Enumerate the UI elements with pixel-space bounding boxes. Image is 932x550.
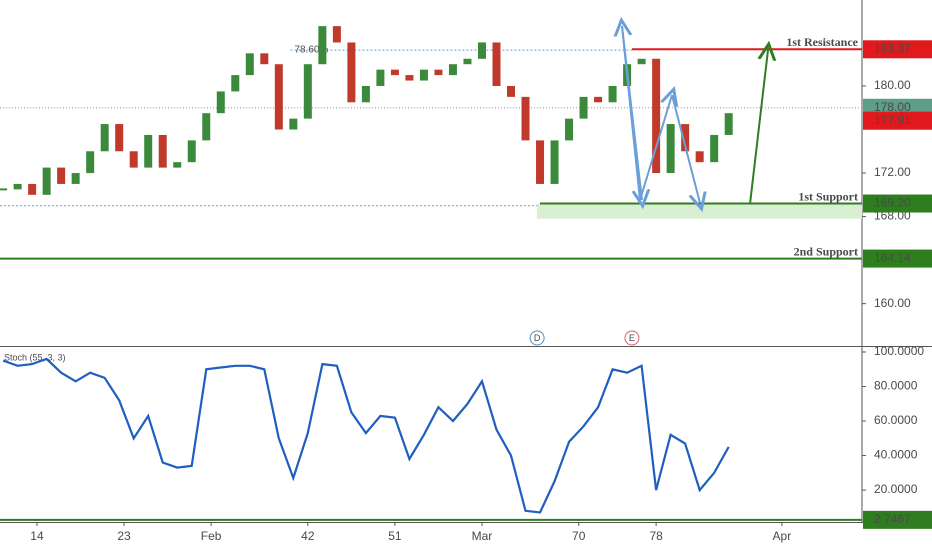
candle-body [42,167,51,195]
level-name: 2nd Support [794,244,858,258]
price-box [863,194,932,213]
x-tick-label: 14 [30,529,44,543]
event-marker [529,330,545,346]
candle-body [492,42,501,86]
osc-tick-label: 40.0000 [874,448,918,462]
candle-body [202,113,211,141]
price-box-label: 183.37 [874,41,911,55]
price-box-label: 2.7467 [874,512,911,526]
price-box [863,40,932,59]
candle-body [245,53,254,76]
candle-body [13,183,22,190]
price-box [863,249,932,268]
candle-body [507,85,516,97]
candle-body [100,124,109,152]
candle-body [0,188,8,191]
candle-body [390,69,399,76]
osc-tick-label: 60.0000 [874,413,918,427]
candle-body [448,64,457,76]
candle-body [57,167,66,184]
arrow [671,94,700,203]
candle-body [419,69,428,81]
candle-body [434,69,443,76]
candle-body [318,26,327,65]
price-box-label: 169.20 [874,196,911,210]
arrow [621,25,642,200]
candle-body [579,96,588,119]
candle-body [536,140,545,184]
candle-body [129,151,138,168]
candle-body [71,173,80,184]
price-box [863,111,932,130]
candle-body [376,69,385,86]
candle-body [289,118,298,130]
osc-title: Stoch (55, 3, 3) [4,352,66,362]
candle-body [550,140,559,184]
candle-body [681,124,690,152]
candle-body [565,118,574,141]
candle-body [187,140,196,163]
x-tick-label: Mar [472,529,493,543]
price-box-label: 164.14 [874,251,911,265]
candle-body [115,124,124,152]
candle-body [695,151,704,163]
x-tick-label: 42 [301,529,315,543]
x-tick-label: 51 [388,529,402,543]
candle-body [710,134,719,163]
x-tick-label: 70 [572,529,586,543]
x-tick-label: 78 [649,529,663,543]
candle-body [274,64,283,130]
candle-body [158,134,167,168]
y-tick-label: 160.00 [874,296,911,310]
candle-body [332,26,341,43]
candle-body [594,96,603,103]
osc-tick-label: 80.0000 [874,379,918,393]
level-name: 1st Support [798,189,858,203]
candle-body [463,58,472,65]
candle-body [231,75,240,92]
candle-body [28,183,37,195]
osc-line [2,357,730,514]
candle-body [405,75,414,81]
drawing-arrows [622,26,768,204]
candle-body [173,162,182,168]
candle-body [144,134,153,168]
candle-body [666,124,675,174]
y-tick-label: 172.00 [874,165,911,179]
candle-body [652,58,661,174]
candle-body [608,85,617,103]
support-zone [537,203,862,219]
price-box [863,510,932,529]
candle-body [477,42,486,59]
event-label: D [534,333,541,343]
candle-body [216,91,225,114]
arrow [749,50,768,205]
candle-body [724,113,733,135]
candle-body [637,58,646,65]
candle-body [361,85,370,103]
osc-tick-label: 100.0000 [874,344,924,358]
osc-tick-label: 20.0000 [874,482,918,496]
candle-body [347,42,356,103]
event-marker [624,330,640,346]
level-name: 1st Resistance [786,35,858,49]
x-tick-label: 23 [117,529,131,543]
y-tick-label: 180.00 [874,78,911,92]
arrow [639,95,672,201]
candle-body [303,64,312,119]
x-tick-label: Apr [773,529,792,543]
price-box-label: 178.00 [874,100,911,114]
event-label: E [629,333,635,343]
candle-body [260,53,269,65]
candle-body [86,151,95,174]
x-tick-label: Feb [201,529,222,543]
candle-body [521,96,530,141]
price-box-label: 177.91 [874,113,911,127]
fib-label: 78.60% [294,45,328,56]
